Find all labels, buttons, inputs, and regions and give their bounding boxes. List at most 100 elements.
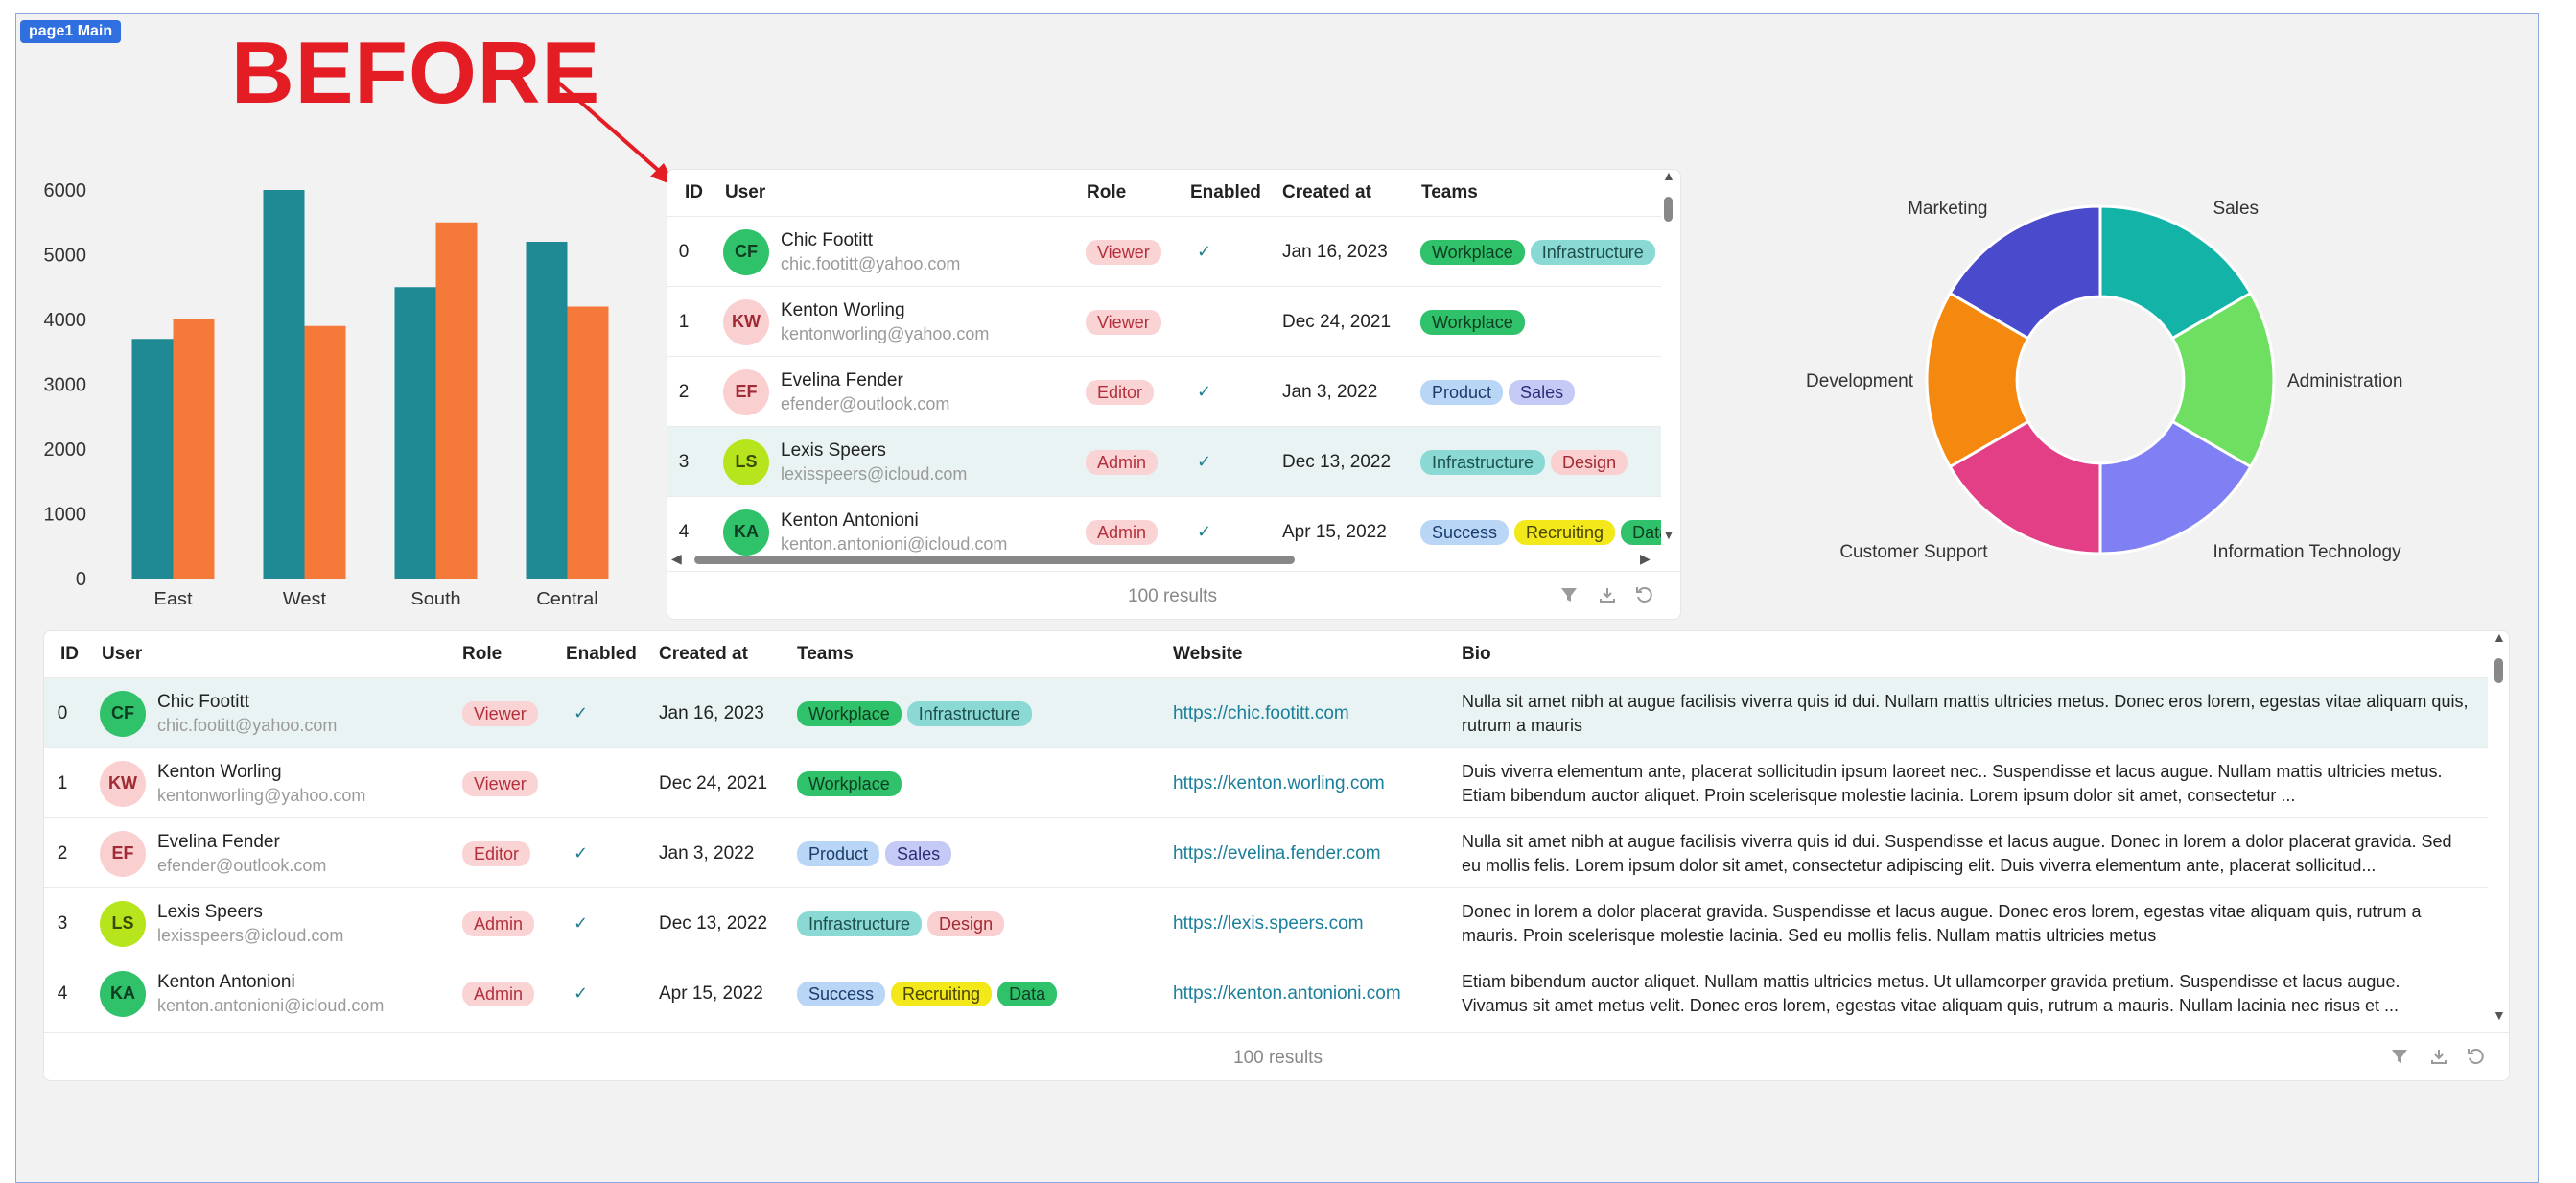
- user-name: Evelina Fender: [157, 831, 280, 852]
- donut-slice[interactable]: [2170, 291, 2276, 469]
- user-text: Chic Footitt chic.footitt@yahoo.com: [781, 229, 960, 275]
- col-teams[interactable]: Teams: [797, 644, 854, 664]
- website-link[interactable]: https://chic.footitt.com: [1173, 702, 1349, 723]
- row-id: 3: [57, 912, 68, 934]
- team-badge: Product: [797, 840, 880, 866]
- table-row[interactable]: 4 KA Kenton Antonioni kenton.antonioni@iclo…: [44, 958, 2488, 1028]
- filter-icon[interactable]: [2390, 1047, 2409, 1072]
- y-tick-label: 4000: [44, 310, 87, 331]
- bio-text: Nulla sit amet nibh at augue facilisis v…: [1462, 691, 2469, 735]
- website-link[interactable]: https://evelina.fender.com: [1173, 842, 1381, 864]
- website-link[interactable]: https://lexis.speers.com: [1173, 912, 1364, 934]
- col-id[interactable]: ID: [685, 182, 703, 202]
- small-data-grid: ID User Role Enabled Created at Teams 0 C…: [667, 168, 1681, 621]
- donut-slice[interactable]: [2098, 204, 2253, 341]
- col-role[interactable]: Role: [1087, 182, 1127, 202]
- row-id: 0: [57, 702, 68, 723]
- donut-slice[interactable]: [1925, 291, 2030, 469]
- bar[interactable]: [394, 287, 436, 579]
- role-cell: Admin: [462, 958, 540, 1029]
- donut-slice[interactable]: [1948, 204, 2102, 341]
- reset-icon[interactable]: [1634, 585, 1653, 610]
- col-enabled[interactable]: Enabled: [1190, 182, 1261, 202]
- bio-cell: Etiam bibendum auctor aliquet. Nullam ma…: [1462, 958, 2471, 1029]
- col-website[interactable]: Website: [1173, 644, 1243, 664]
- row-id: 2: [678, 381, 690, 402]
- download-icon[interactable]: [2429, 1047, 2448, 1072]
- teams-cell: Workplace Infrastructure: [797, 678, 1038, 748]
- user-email: chic.footitt@yahoo.com: [157, 715, 338, 735]
- table-row[interactable]: 3 LS Lexis Speers lexisspeers@icloud.com Adm…: [667, 426, 1661, 496]
- bar[interactable]: [304, 325, 346, 579]
- x-tick-label: West: [283, 589, 327, 604]
- table-row[interactable]: 3 LS Lexis Speers lexisspeers@icloud.com Adm…: [44, 887, 2488, 958]
- user-name: Evelina Fender: [781, 369, 903, 390]
- user-name: Lexis Speers: [781, 439, 886, 461]
- bar[interactable]: [263, 190, 305, 579]
- small-grid-footer: 100 results: [667, 571, 1680, 621]
- team-badge: Workplace: [1420, 239, 1525, 265]
- filter-icon[interactable]: [1559, 585, 1579, 610]
- user-text: Kenton Worling kentonworling@yahoo.com: [157, 761, 365, 807]
- small-grid-vscroll[interactable]: ▲ ▼: [1662, 168, 1675, 542]
- team-badge: Infrastructure: [797, 911, 923, 936]
- bio-text: Nulla sit amet nibh at augue facilisis v…: [1462, 831, 2452, 875]
- table-row[interactable]: 0 CF Chic Footitt chic.footitt@yahoo.com Vie…: [667, 216, 1661, 286]
- created-at: Jan 3, 2022: [659, 842, 755, 864]
- y-tick-label: 0: [76, 569, 86, 590]
- bar[interactable]: [435, 222, 478, 579]
- table-row[interactable]: 1 KW Kenton Worling kentonworling@yahoo.com…: [667, 286, 1661, 356]
- col-teams[interactable]: Teams: [1421, 182, 1478, 202]
- table-row[interactable]: 2 EF Evelina Fender efender@outlook.com Edit…: [44, 817, 2488, 887]
- y-tick-label: 5000: [44, 246, 87, 267]
- website-link[interactable]: https://kenton.worling.com: [1173, 772, 1385, 793]
- role-badge: Admin: [462, 911, 535, 936]
- team-badge: Product: [1420, 379, 1504, 405]
- download-icon[interactable]: [1598, 585, 1617, 610]
- table-row[interactable]: 0 CF Chic Footitt chic.footitt@yahoo.com Vie…: [44, 677, 2488, 747]
- user-name: Kenton Worling: [781, 299, 905, 320]
- donut-slice[interactable]: [2098, 419, 2253, 556]
- small-grid-hscroll[interactable]: ◀ ▶: [671, 551, 1651, 566]
- bar[interactable]: [526, 242, 568, 579]
- created-at: Dec 24, 2021: [659, 772, 768, 793]
- website-link[interactable]: https://kenton.antonioni.com: [1173, 982, 1401, 1004]
- results-count: 100 results: [1233, 1048, 1323, 1068]
- col-user[interactable]: User: [725, 182, 766, 202]
- team-badge: Recruiting: [891, 981, 993, 1006]
- bio-cell: Donec in lorem a dolor placerat gravida.…: [1462, 888, 2471, 958]
- user-email: kenton.antonioni@icloud.com: [157, 995, 385, 1015]
- team-badge: Data: [997, 981, 1058, 1006]
- user-cell: LS Lexis Speers lexisspeers@icloud.com: [100, 888, 445, 958]
- reset-icon[interactable]: [2466, 1047, 2485, 1072]
- col-user[interactable]: User: [102, 644, 143, 664]
- avatar: EF: [723, 368, 769, 415]
- col-bio[interactable]: Bio: [1462, 644, 1491, 664]
- bar[interactable]: [567, 306, 609, 580]
- large-grid-vscroll[interactable]: ▲ ▼: [2493, 629, 2506, 1023]
- bar[interactable]: [173, 319, 215, 579]
- user-email: kentonworling@yahoo.com: [157, 785, 366, 805]
- team-badge: Workplace: [1420, 309, 1525, 335]
- role-badge: Editor: [1086, 379, 1155, 405]
- slice-label: Administration: [2287, 371, 2402, 391]
- enabled-cell: ✓: [1189, 427, 1211, 497]
- teams-cell: Workplace: [1420, 287, 1661, 357]
- row-id: 1: [678, 311, 690, 332]
- role-badge: Admin: [1086, 519, 1159, 545]
- col-role[interactable]: Role: [462, 644, 503, 664]
- col-created[interactable]: Created at: [659, 644, 748, 664]
- bar[interactable]: [131, 339, 174, 579]
- table-row[interactable]: 4 KA Kenton Antonioni kenton.antonioni@iclo…: [667, 496, 1661, 556]
- table-row[interactable]: 2 EF Evelina Fender efender@outlook.com Edit…: [667, 356, 1661, 426]
- bio-text: Duis viverra elementum ante, placerat so…: [1462, 761, 2443, 805]
- team-badge: Sales: [885, 840, 952, 866]
- col-enabled[interactable]: Enabled: [566, 644, 637, 664]
- col-created[interactable]: Created at: [1282, 182, 1371, 202]
- teams-cell: Workplace Infrastructure: [1420, 217, 1661, 287]
- donut-slice[interactable]: [1948, 419, 2102, 556]
- avatar: LS: [100, 900, 146, 947]
- col-id[interactable]: ID: [60, 644, 79, 664]
- table-row[interactable]: 1 KW Kenton Worling kentonworling@yahoo.com…: [44, 747, 2488, 817]
- bio-text: Etiam bibendum auctor aliquet. Nullam ma…: [1462, 971, 2400, 1015]
